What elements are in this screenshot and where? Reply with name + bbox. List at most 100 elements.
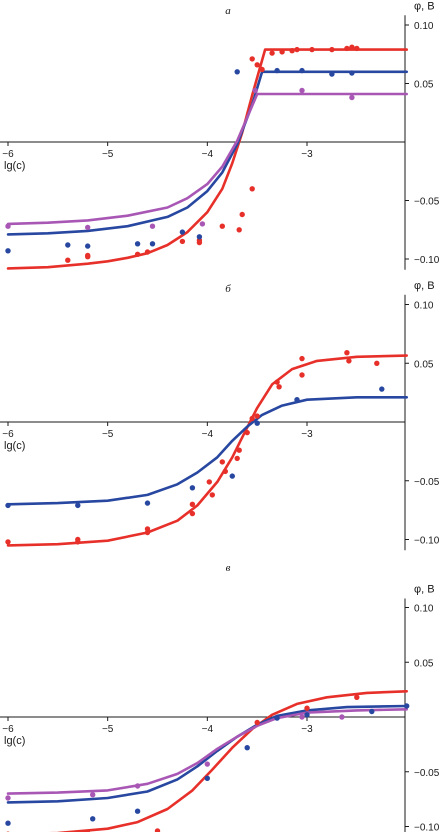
data-point [65,242,71,248]
data-point [144,249,151,255]
data-point [236,227,242,233]
data-point [294,46,300,53]
x-tick-label: −4 [202,429,214,440]
data-point [189,501,196,507]
series-curve [6,354,408,547]
data-point [329,46,335,53]
data-point [234,455,240,462]
data-point [279,49,285,55]
panel-label: а [225,5,231,17]
y-axis-title: φ, В [414,584,435,596]
x-tick-label: −5 [102,429,114,440]
y-tick-label: −0.05 [414,197,440,208]
data-point [344,350,350,356]
data-point [309,46,315,53]
data-point [206,479,212,485]
y-axis-title: φ, В [414,280,435,292]
panel-2: б φ, В lg(c)−6 −5 −4 −3 0.10 0.05 −0.05 −0.10 [0,280,440,551]
y-tick-label: 0.10 [414,21,434,32]
data-point [299,355,305,362]
data-point [299,67,305,74]
data-point [249,186,255,192]
data-point [209,492,215,498]
x-tick-label: −3 [301,429,313,440]
data-point [254,413,260,419]
data-point [196,234,203,240]
data-point [276,384,282,390]
y-tick-label: 0.10 [414,301,434,312]
data-point [244,429,250,436]
data-point [299,714,305,720]
data-point [294,397,300,403]
data-point [234,69,240,75]
data-point [5,502,11,509]
data-point [5,248,11,254]
series-curve [6,92,408,226]
panel-3: в φ, В lg(c)−6 −5 −4 −3 0.10 0.05 −0.05 −0.10 [0,562,440,832]
data-point [329,71,335,77]
data-point [379,386,385,392]
y-tick-label: −0.05 [414,477,440,488]
x-tick-label: −6 [2,429,14,440]
x-axis-title: lg(c) [4,440,25,452]
x-tick-label: −5 [102,149,114,160]
data-point [236,447,242,453]
data-point [239,211,245,218]
data-point [369,708,375,715]
data-point [144,500,151,506]
x-tick-label: −5 [102,724,114,735]
y-tick-label: −0.05 [414,768,440,779]
data-point [75,502,81,509]
series-curve [6,396,408,506]
data-point [134,783,141,789]
data-point [259,66,265,73]
data-point [374,360,380,366]
y-tick-label: −0.10 [414,536,440,547]
data-point [5,223,11,229]
data-point [196,239,203,246]
panel-1: а φ, В lg(c)−6 −5 −4 −3 0.10 0.05 −0.05 −0.10 [0,0,440,270]
data-point [90,792,96,798]
data-point [339,714,345,720]
data-point [75,539,81,545]
x-tick-label: −6 [2,724,14,735]
data-point [249,56,255,62]
data-point [229,473,235,479]
data-point [189,485,196,491]
data-point [304,705,310,711]
data-point [219,223,225,229]
data-point [344,45,350,52]
data-point [254,62,260,68]
series-curve [48,690,408,832]
data-point [134,251,141,257]
data-point [149,241,156,247]
data-point [252,87,258,94]
data-point [144,529,151,536]
data-point [289,48,295,54]
x-tick-label: −3 [301,724,313,735]
data-point [244,745,250,751]
data-point [65,257,71,263]
data-point [179,238,186,245]
data-point [204,761,210,767]
data-point [269,50,275,56]
data-point [254,420,260,426]
data-point [199,221,206,227]
data-point [134,241,141,247]
y-axis-title: φ, В [414,0,435,12]
y-tick-label: 0.10 [414,604,434,615]
data-point [274,379,280,385]
data-point [354,694,360,700]
x-tick-label: −4 [202,724,214,735]
data-point [134,808,141,814]
data-point [274,715,280,721]
x-tick-label: −6 [2,149,14,160]
data-point [346,358,352,364]
y-tick-label: 0.05 [414,658,434,669]
data-point [404,703,410,709]
y-tick-label: 0.05 [414,359,434,370]
y-tick-label: −0.10 [414,255,440,266]
data-point [90,816,96,822]
data-point [274,67,280,74]
